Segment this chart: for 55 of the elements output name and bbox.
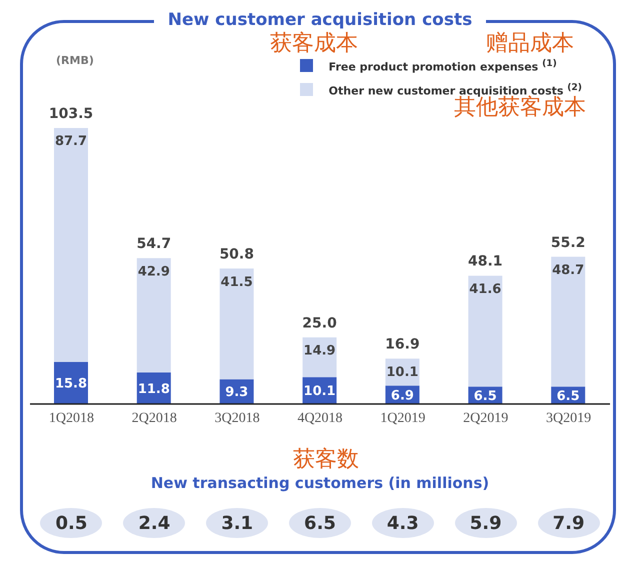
y-axis-title: (RMB) — [56, 54, 94, 67]
data-label: 6.5 — [304, 512, 336, 534]
data-label: 41.6 — [469, 282, 502, 297]
total-label: 48.1 — [468, 254, 503, 270]
data-label: 4.3 — [386, 512, 419, 534]
oval-badge: 0.5 — [40, 508, 102, 538]
text: 获客成本 — [270, 31, 358, 56]
chart-title: New customer acquisition costs — [154, 10, 486, 30]
data-label: 3.1 — [221, 512, 254, 534]
data-label: 9.3 — [225, 385, 248, 400]
bar — [220, 268, 254, 380]
data-label: 2.4 — [138, 512, 170, 534]
text: 赠品成本 — [486, 30, 574, 58]
data-label: 6.5 — [474, 388, 497, 404]
oval-badge: 3.1 — [206, 508, 268, 538]
x-tick-label: 3Q2018 — [214, 410, 260, 426]
legend-label: Free product promotion expenses $^{(1)}$ — [328, 58, 557, 74]
data-label: 48.7 — [552, 263, 584, 278]
oval-badge: 4.3 — [372, 508, 434, 538]
oval-badge: 7.9 — [538, 508, 600, 538]
text: 其他获客成本 — [454, 95, 586, 122]
data-label: 15.8 — [54, 376, 88, 392]
text: New transacting customers (in millions) — [150, 474, 490, 492]
data-label: 6.5 — [556, 388, 580, 404]
oval-badge: 6.5 — [289, 508, 351, 538]
data-label: 5.9 — [470, 512, 502, 534]
total-label: 25.0 — [302, 315, 338, 332]
data-label: 11.8 — [138, 382, 170, 397]
x-tick-label: 1Q2018 — [48, 410, 94, 426]
total-label: 54.7 — [136, 236, 172, 252]
bar — [551, 256, 586, 387]
text: 获客数 — [293, 446, 359, 474]
oval-badge: 5.9 — [454, 508, 517, 538]
data-label: 87.7 — [54, 134, 88, 150]
total-label: 16.9 — [385, 336, 420, 353]
total-label: 103.5 — [48, 106, 94, 122]
data-label: 14.9 — [304, 344, 336, 359]
data-label: 10.1 — [386, 364, 418, 380]
data-label: 0.5 — [55, 512, 88, 534]
x-tick-label: 2Q2018 — [132, 410, 177, 426]
data-label: 6.9 — [390, 388, 414, 404]
x-tick-label: 3Q2019 — [546, 410, 592, 426]
data-label: 10.1 — [304, 384, 336, 400]
bar — [468, 276, 502, 387]
oval-badge: 2.4 — [123, 508, 186, 538]
total-label: 50.8 — [219, 246, 254, 263]
x-tick-label: 4Q2018 — [297, 410, 343, 426]
data-label: 7.9 — [552, 512, 585, 534]
x-tick-label: 2Q2019 — [463, 410, 508, 426]
bar — [136, 258, 171, 373]
data-label: 42.9 — [138, 264, 170, 280]
total-label: 55.2 — [550, 234, 586, 251]
x-tick-label: 1Q2019 — [380, 410, 426, 426]
bar — [54, 128, 88, 362]
data-label: 41.5 — [220, 274, 253, 290]
